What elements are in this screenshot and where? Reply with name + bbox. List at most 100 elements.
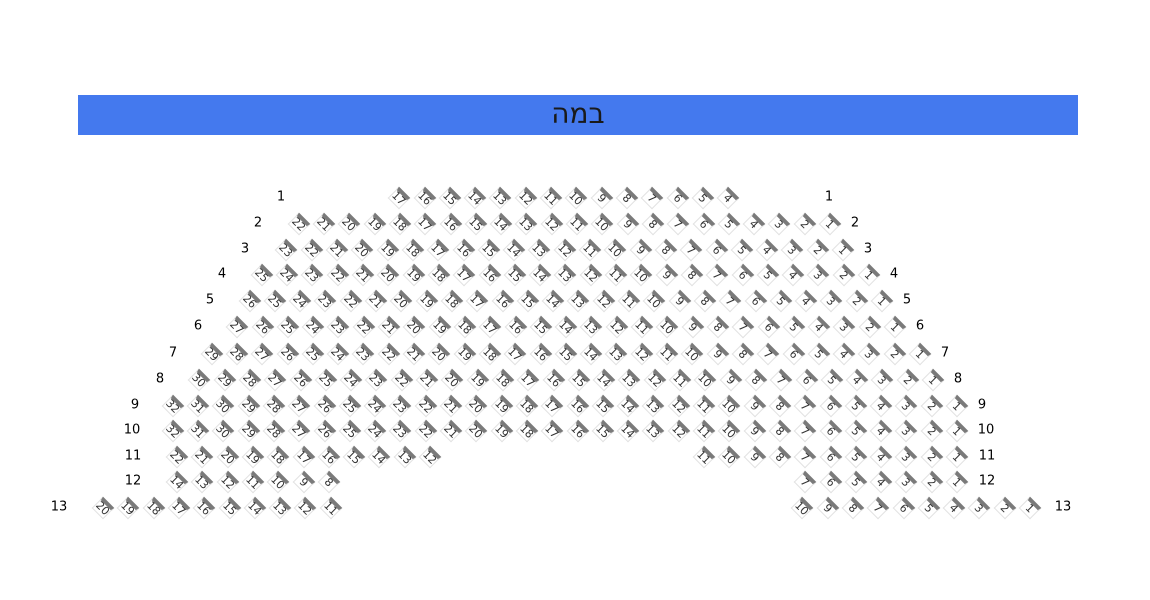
seat[interactable]: 17	[387, 186, 411, 210]
seat[interactable]: 13	[618, 368, 641, 392]
seat[interactable]: 4	[869, 445, 893, 469]
seat[interactable]: 18	[401, 238, 425, 262]
seat[interactable]: 3	[833, 315, 856, 339]
seat[interactable]: 18	[478, 342, 502, 366]
seat[interactable]: 10	[693, 368, 717, 392]
seat[interactable]: 13	[642, 394, 665, 418]
seat[interactable]: 6	[795, 368, 818, 392]
seat[interactable]: 6	[757, 315, 780, 339]
seat[interactable]: 18	[266, 445, 290, 469]
seat[interactable]: 15	[554, 342, 578, 366]
seat[interactable]: 20	[337, 212, 361, 236]
seat[interactable]: 26	[276, 342, 299, 366]
seat[interactable]: 22	[165, 445, 189, 469]
seat[interactable]: 20	[464, 394, 488, 418]
seat[interactable]: 21	[439, 419, 463, 443]
seat[interactable]: 1	[908, 342, 932, 366]
seat[interactable]: 4	[869, 470, 893, 494]
seat[interactable]: 15	[503, 263, 527, 287]
seat[interactable]: 13	[268, 496, 292, 520]
seat[interactable]: 4	[845, 368, 869, 392]
seat[interactable]: 7	[705, 263, 729, 287]
seat[interactable]: 10	[266, 470, 290, 494]
seat[interactable]: 29	[213, 368, 236, 392]
seat[interactable]: 13	[642, 419, 665, 443]
seat[interactable]: 9	[681, 315, 704, 339]
seat[interactable]: 18	[515, 394, 539, 418]
seat[interactable]: 12	[605, 315, 629, 339]
seat[interactable]: 17	[292, 445, 315, 469]
seat[interactable]: 8	[706, 315, 730, 339]
seat[interactable]: 20	[402, 315, 426, 339]
seat[interactable]: 19	[453, 342, 476, 366]
seat[interactable]: 15	[591, 394, 615, 418]
seat[interactable]: 6	[819, 470, 842, 494]
seat[interactable]: 12	[592, 289, 616, 313]
seat[interactable]: 22	[339, 289, 363, 313]
seat[interactable]: 11	[692, 419, 716, 443]
seat[interactable]: 9	[629, 238, 652, 262]
seat[interactable]: 4	[942, 496, 966, 520]
seat[interactable]: 19	[363, 212, 386, 236]
seat[interactable]: 12	[294, 496, 317, 520]
seat[interactable]: 16	[491, 289, 514, 313]
seat[interactable]: 5	[844, 394, 868, 418]
seat[interactable]: 9	[743, 419, 766, 443]
seat[interactable]: 27	[225, 315, 249, 339]
seat[interactable]: 4	[869, 394, 893, 418]
seat[interactable]: 6	[666, 186, 689, 210]
seat[interactable]: 20	[91, 496, 115, 520]
seat[interactable]: 14	[554, 315, 578, 339]
seat[interactable]: 28	[225, 342, 249, 366]
seat[interactable]: 7	[793, 470, 817, 494]
seat[interactable]: 29	[237, 394, 260, 418]
seat[interactable]: 10	[603, 238, 627, 262]
seat[interactable]: 14	[541, 289, 565, 313]
seat[interactable]: 25	[338, 394, 362, 418]
seat[interactable]: 3	[871, 368, 894, 392]
seat[interactable]: 12	[514, 186, 538, 210]
seat[interactable]: 21	[402, 342, 426, 366]
seat[interactable]: 17	[167, 496, 191, 520]
seat[interactable]: 7	[718, 289, 742, 313]
seat[interactable]: 18	[491, 368, 515, 392]
seat[interactable]: 22	[377, 342, 401, 366]
seat[interactable]: 9	[668, 289, 691, 313]
seat[interactable]: 14	[489, 212, 513, 236]
seat[interactable]: 11	[539, 186, 563, 210]
seat[interactable]: 8	[317, 470, 341, 494]
seat[interactable]: 5	[717, 212, 741, 236]
seat[interactable]: 6	[782, 342, 805, 366]
seat[interactable]: 19	[241, 445, 265, 469]
seat[interactable]: 25	[250, 263, 274, 287]
seat[interactable]: 18	[453, 315, 477, 339]
seat[interactable]: 14	[616, 394, 640, 418]
seat[interactable]: 9	[655, 263, 678, 287]
seat[interactable]: 16	[542, 368, 565, 392]
seat[interactable]: 21	[364, 289, 388, 313]
seat[interactable]: 15	[218, 496, 241, 520]
seat[interactable]: 9	[590, 186, 613, 210]
seat[interactable]: 5	[807, 342, 831, 366]
seat[interactable]: 26	[289, 368, 312, 392]
seat[interactable]: 21	[325, 238, 349, 262]
seat[interactable]: 17	[452, 263, 476, 287]
seat[interactable]: 5	[917, 496, 941, 520]
seat[interactable]: 23	[389, 419, 412, 443]
seat[interactable]: 1	[870, 289, 894, 313]
seat[interactable]: 5	[844, 419, 868, 443]
seat[interactable]: 23	[327, 315, 350, 339]
seat[interactable]: 28	[262, 394, 286, 418]
seat[interactable]: 2	[920, 394, 944, 418]
seat[interactable]: 20	[427, 342, 451, 366]
seat[interactable]: 9	[816, 496, 839, 520]
seat[interactable]: 17	[413, 212, 437, 236]
seat[interactable]: 21	[351, 263, 375, 287]
seat[interactable]: 3	[895, 445, 918, 469]
seat[interactable]: 13	[489, 186, 512, 210]
seat[interactable]: 1	[921, 368, 945, 392]
seat[interactable]: 14	[502, 238, 526, 262]
seat[interactable]: 16	[529, 342, 552, 366]
seat[interactable]: 11	[655, 342, 679, 366]
seat[interactable]: 24	[275, 263, 299, 287]
